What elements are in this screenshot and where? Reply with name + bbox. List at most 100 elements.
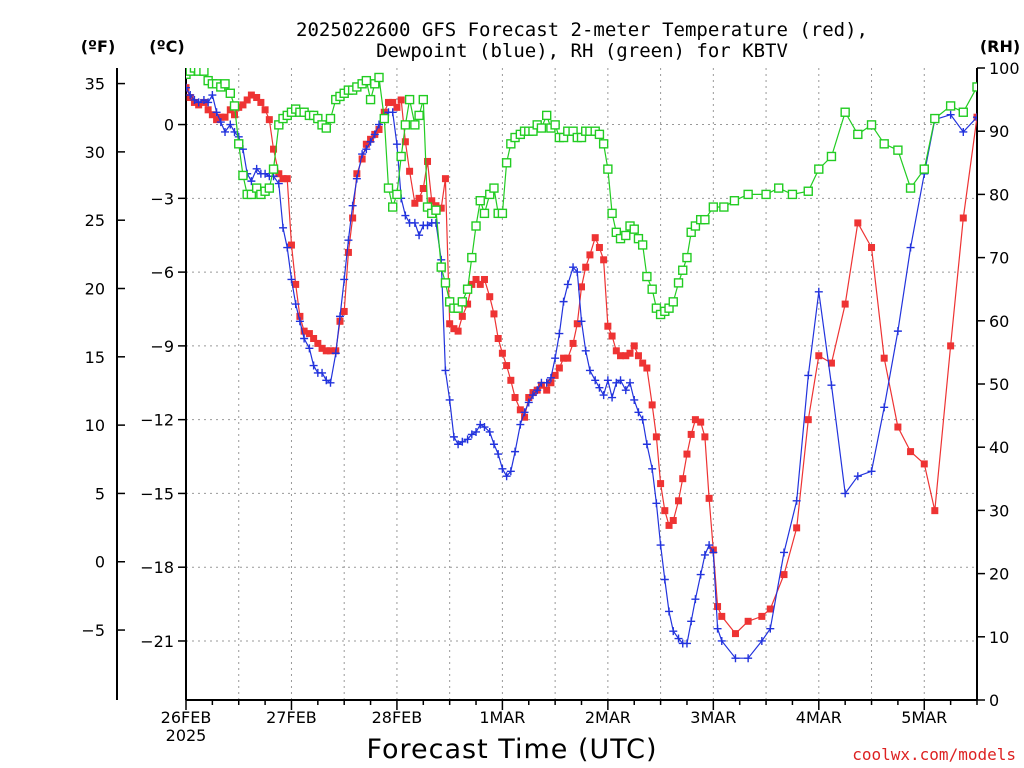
dewpoint-point-36 (340, 275, 349, 284)
rh-tick-label-6: 60 (989, 312, 1009, 331)
rh-point-12 (234, 139, 244, 149)
temperature-point-39 (353, 170, 361, 178)
temperature-point-127 (780, 571, 788, 579)
rh-point-41 (361, 75, 372, 86)
celsius-tick-label-7: −21 (140, 632, 174, 651)
rh-point-59 (440, 278, 451, 288)
rh-point-4 (199, 68, 209, 76)
dewpoint-point-60 (445, 395, 454, 404)
dewpoint-point-6 (208, 91, 217, 100)
x-tick-label-7: 5MAR (901, 708, 947, 727)
rh-point-104 (637, 240, 648, 250)
temperature-point-11 (231, 111, 239, 119)
dewpoint-point-108 (656, 541, 665, 550)
dewpoint-point-118 (700, 550, 709, 559)
rh-point-73 (501, 158, 512, 168)
rh-point-50 (400, 120, 411, 130)
dewpoint-point-31 (318, 368, 327, 377)
dewpoint-point-89 (573, 268, 582, 277)
dewpoint-point-93 (591, 376, 600, 385)
rh-tick-label-10: 100 (989, 59, 1020, 78)
fahrenheit-tick-label-0: 35 (85, 75, 105, 94)
rh-tick-label-9: 90 (989, 122, 1009, 141)
rh-point-63 (457, 297, 468, 307)
dewpoint-point-71 (494, 450, 503, 459)
rh-series (186, 68, 977, 320)
temperature-point-6 (208, 111, 216, 119)
temperature-point-145 (1013, 136, 1020, 143)
dewpoint-point-32 (322, 376, 331, 385)
temperature-point-33 (326, 347, 334, 355)
fahrenheit-tick-label-5: 10 (85, 416, 105, 435)
rh-point-136 (930, 113, 940, 124)
rh-point-119 (708, 202, 719, 212)
dewpoint-point-2 (190, 95, 199, 104)
temperature-point-50 (401, 138, 409, 146)
dewpoint-point-15 (247, 177, 256, 186)
celsius-tick-label-2: −6 (150, 263, 174, 282)
dewpoint-point-21 (274, 179, 283, 188)
rh-point-47 (388, 202, 398, 212)
rh-tick-label-1: 10 (989, 628, 1009, 647)
temperature-point-63 (458, 312, 466, 320)
dewpoint-point-27 (300, 334, 309, 343)
rh-tick-label-2: 20 (989, 565, 1009, 584)
temperature-point-25 (292, 280, 300, 288)
rh-tick-label-3: 30 (989, 501, 1009, 520)
temperature-point-77 (521, 413, 529, 421)
temperature-point-64 (464, 300, 472, 308)
temperature-point-96 (604, 322, 612, 330)
dewpoint-point-16 (252, 164, 261, 173)
dewpoint-point-77 (520, 408, 529, 417)
fahrenheit-tick-label-2: 25 (85, 211, 105, 230)
dewpoint-point-135 (880, 403, 889, 412)
rh-point-118 (700, 214, 710, 225)
temperature-point-112 (675, 497, 683, 505)
dewpoint-point-28 (305, 344, 314, 353)
rh-point-15 (246, 189, 257, 200)
rh-point-45 (379, 113, 389, 124)
rh-point-137 (945, 101, 956, 111)
rh-point-84 (550, 120, 560, 130)
rh-point-123 (761, 189, 771, 200)
fahrenheit-tick-label-6: 5 (95, 484, 105, 503)
rh-point-132 (879, 139, 889, 149)
temperature-point-131 (827, 359, 835, 367)
dewpoint-point-23 (283, 243, 292, 252)
temperature-point-106 (648, 401, 656, 409)
temperature-point-82 (543, 386, 551, 394)
rh-point-19 (264, 183, 275, 193)
dewpoint-point-67 (476, 420, 485, 429)
x-axis-label: Forecast Time (UTC) (366, 734, 657, 765)
rh-point-44 (374, 72, 384, 83)
rh-point-54 (418, 94, 428, 105)
temperature-point-87 (564, 354, 572, 362)
dewpoint-point-103 (634, 408, 643, 417)
dewpoint-point-5 (204, 98, 213, 107)
rh-point-134 (905, 183, 916, 193)
dewpoint-point-143 (986, 111, 994, 119)
temperature-point-29 (310, 335, 318, 343)
rh-point-33 (325, 113, 336, 124)
temperature-point-91 (582, 263, 590, 271)
temperature-point-21 (275, 170, 283, 178)
dewpoint-point-119 (705, 541, 714, 550)
temperature-point-124 (744, 617, 752, 625)
rh-unit-label: (RH) (980, 37, 1020, 56)
dewpoint-point-62 (454, 440, 463, 449)
dewpoint-point-44 (375, 120, 384, 129)
rh-point-53 (414, 110, 424, 121)
temperature-point-110 (665, 521, 673, 529)
temperature-point-126 (766, 605, 774, 613)
temperature-point-14 (243, 96, 251, 104)
dewpoint-point-69 (485, 427, 494, 436)
temperature-point-86 (560, 354, 568, 362)
temperature-point-114 (683, 450, 691, 458)
dewpoint-point-0 (186, 83, 190, 92)
temperature-point-90 (578, 283, 585, 291)
fahrenheit-unit-label: (ºF) (81, 37, 116, 56)
temperature-point-68 (480, 275, 488, 283)
dewpoint-point-3 (194, 98, 203, 107)
dewpoint-point-7 (212, 108, 221, 117)
rh-point-102 (629, 224, 639, 234)
